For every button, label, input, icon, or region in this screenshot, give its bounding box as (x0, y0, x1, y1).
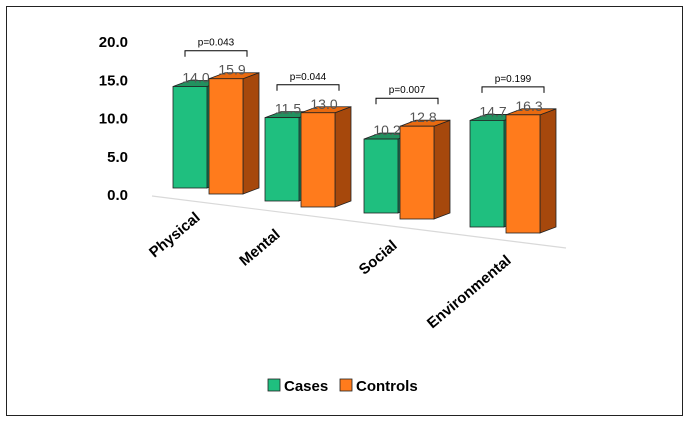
p-value-label: p=0.199 (495, 74, 532, 85)
value-label-controls: 12.8 (409, 109, 436, 125)
bar-controls-side (242, 72, 260, 195)
y-tick-label: 10.0 (99, 111, 128, 128)
x-axis: Physical Mental Social Environmental (146, 209, 515, 332)
value-label-cases: 11.5 (275, 101, 301, 117)
legend-label-controls: Controls (356, 378, 418, 395)
bar-controls-side (433, 119, 451, 220)
x-tick-label: Environmental (424, 252, 515, 332)
value-label-cases: 14.7 (479, 103, 506, 119)
bar-controls-side (539, 108, 557, 234)
chart-frame (6, 6, 683, 416)
bars-group: 14.0 15.9 p=0.043 11.5 13.0 p=0.044 10.2 12.8 p=… (172, 38, 557, 234)
value-label-cases: 14.0 (182, 70, 209, 86)
value-label-controls: 16.3 (515, 98, 542, 114)
p-value-label: p=0.007 (389, 85, 426, 96)
p-value-label: p=0.043 (198, 38, 235, 49)
y-tick-label: 0.0 (107, 187, 128, 204)
bar-cases-front (264, 117, 300, 202)
value-label-controls: 13.0 (310, 96, 337, 112)
y-tick-label: 20.0 (99, 34, 128, 51)
y-tick-label: 15.0 (99, 72, 128, 89)
legend-label-cases: Cases (284, 378, 328, 395)
legend-swatch-controls (339, 378, 353, 392)
p-value-bracket (375, 97, 439, 105)
x-tick-label: Physical (146, 209, 204, 261)
x-tick-label: Social (356, 237, 401, 278)
p-value-bracket (184, 50, 248, 57)
p-value-bracket (481, 86, 545, 93)
bar-controls-front (300, 112, 336, 208)
y-tick-label: 5.0 (107, 149, 128, 166)
y-axis: 0.0 5.0 10.0 15.0 20.0 (99, 34, 128, 204)
bar-controls-side (334, 106, 352, 208)
bar-cases-front (469, 120, 505, 228)
legend: Cases Controls (267, 378, 418, 395)
legend-swatch-cases (267, 378, 281, 392)
bar-cases-front (363, 138, 399, 214)
p-value-label: p=0.044 (290, 72, 327, 83)
bar-cases-front (172, 86, 208, 189)
value-label-controls: 15.9 (218, 62, 245, 78)
bar-controls-front (208, 78, 244, 195)
value-label-cases: 10.2 (373, 122, 400, 138)
floor-line (151, 195, 567, 249)
x-tick-label: Mental (236, 226, 283, 270)
bar-controls-front (399, 125, 435, 220)
bar-controls-front (505, 114, 541, 234)
p-value-bracket (276, 84, 340, 91)
